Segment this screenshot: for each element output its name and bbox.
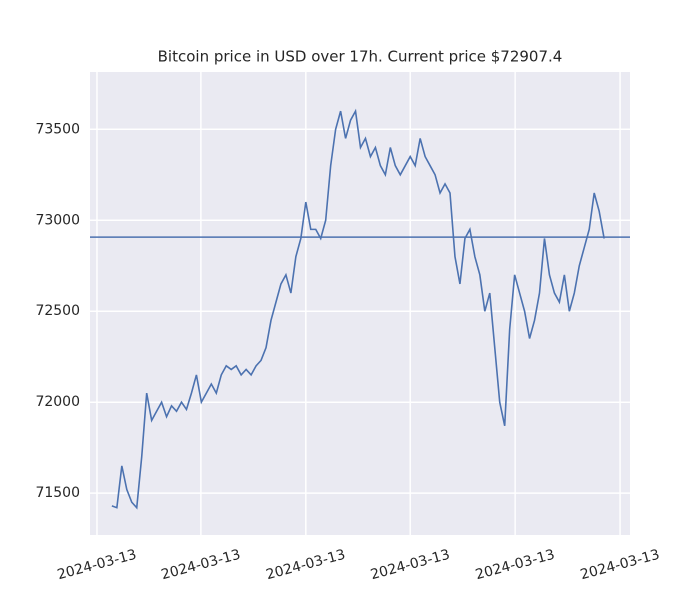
y-tick-label: 72500 <box>35 303 80 319</box>
y-tick-label: 71500 <box>35 485 80 501</box>
x-tick-label: 2024-03-13 <box>474 547 557 584</box>
x-tick-label: 2024-03-13 <box>264 547 347 584</box>
y-tick-label: 73000 <box>35 212 80 228</box>
x-tick-label: 2024-03-13 <box>369 547 452 584</box>
price-line <box>111 108 605 510</box>
x-tick-label: 2024-03-13 <box>579 547 662 584</box>
x-tick-label: 2024-03-13 <box>160 547 243 584</box>
y-tick-label: 72000 <box>35 394 80 410</box>
x-tick-label: 2024-03-13 <box>56 547 139 584</box>
y-tick-label: 73500 <box>35 121 80 137</box>
chart-title: Bitcoin price in USD over 17h. Current p… <box>158 48 563 66</box>
